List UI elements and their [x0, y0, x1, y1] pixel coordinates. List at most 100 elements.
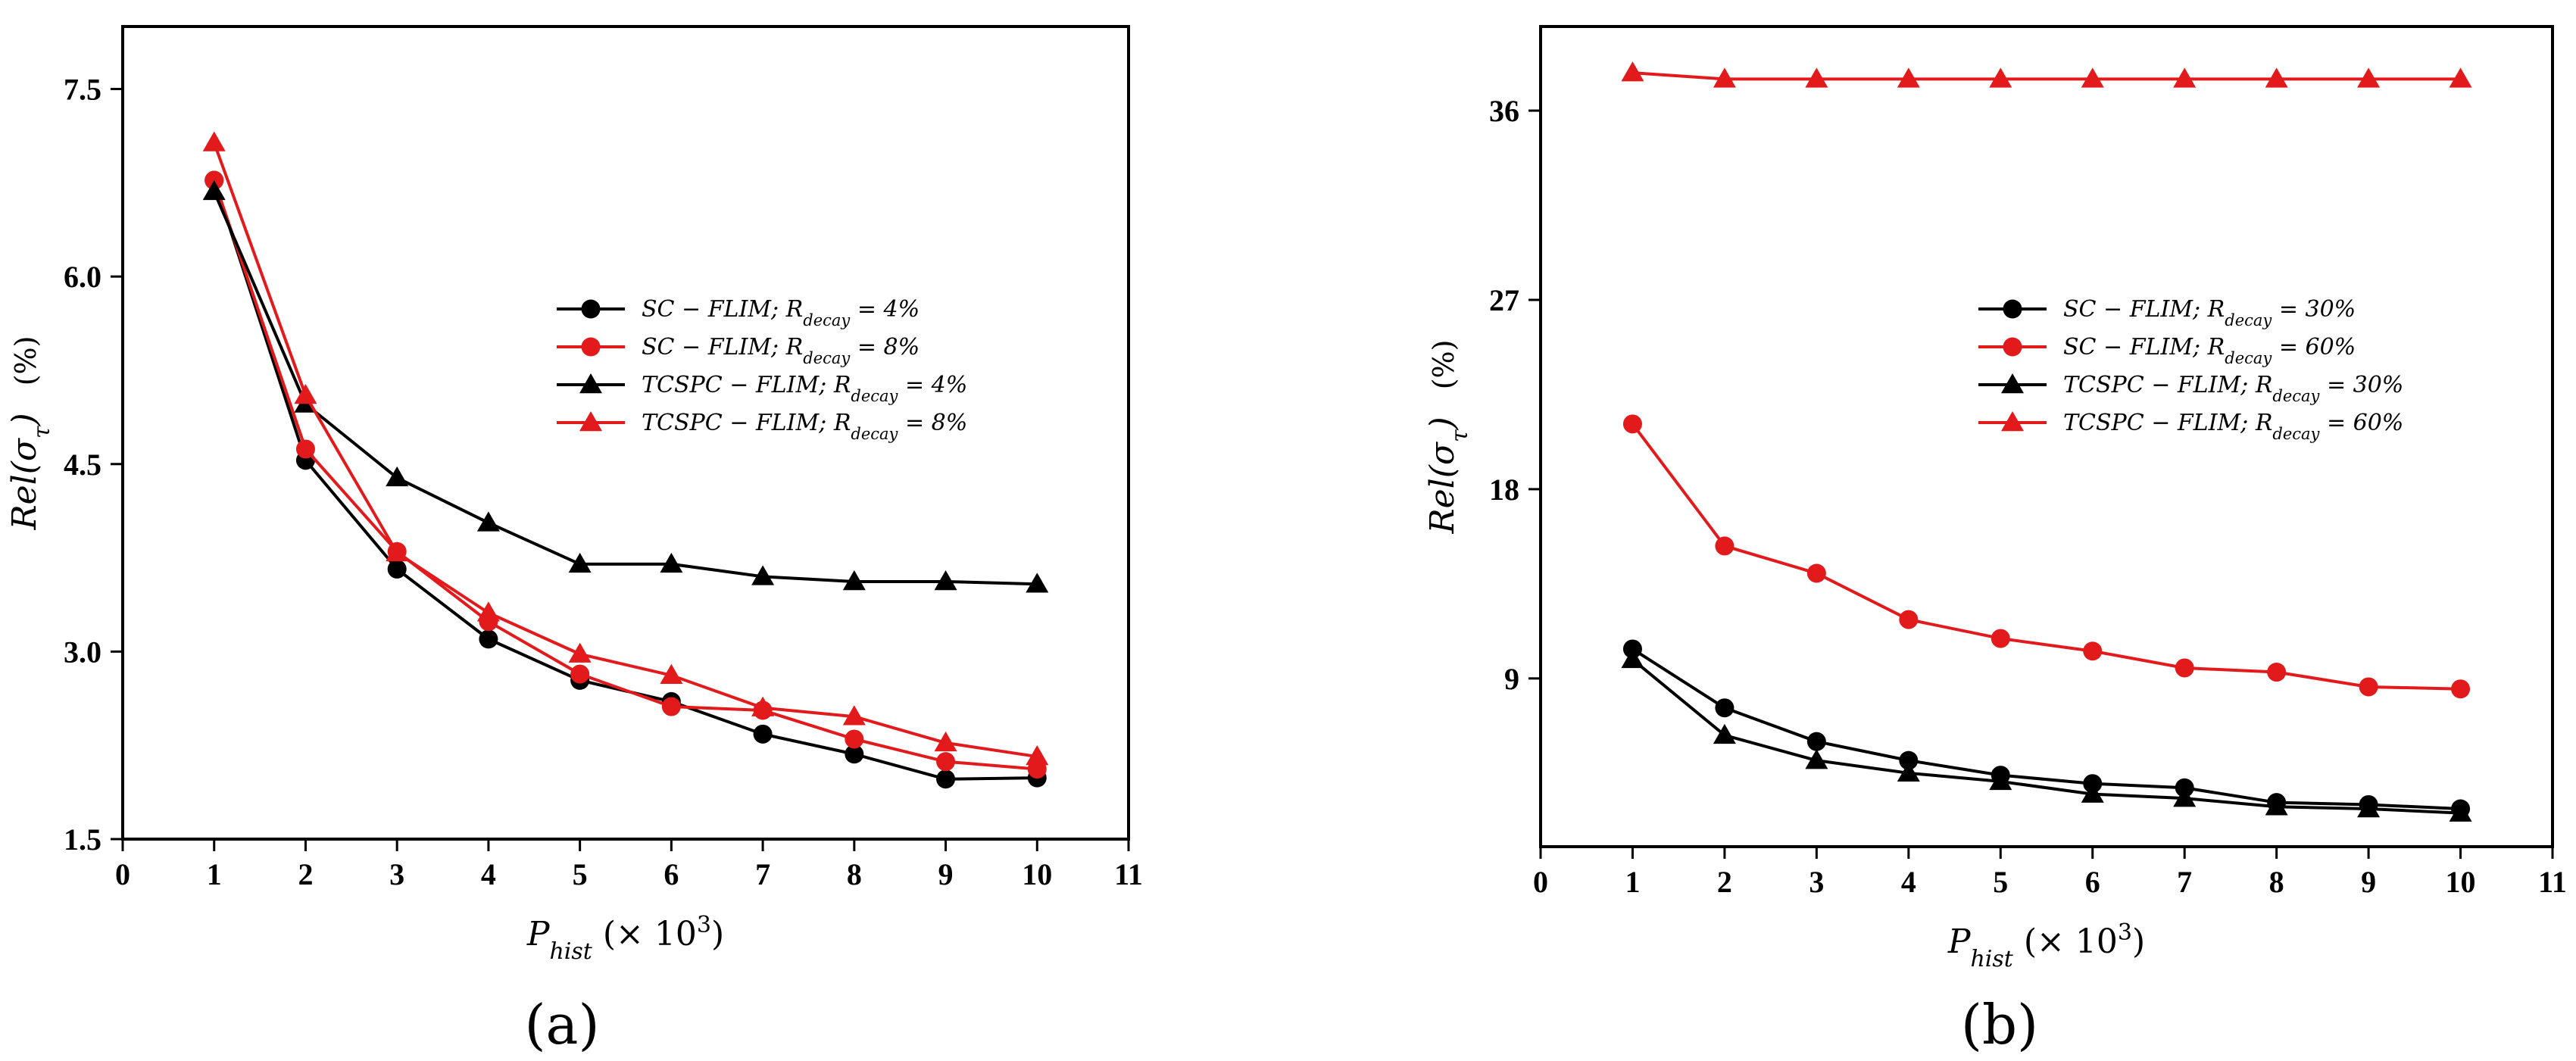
series-line: [1631, 423, 2461, 691]
series-line: [212, 142, 1038, 759]
data-point: [660, 552, 683, 573]
x-axis-label: Phist (× 103): [1947, 919, 2145, 972]
data-point: [387, 559, 407, 579]
y-tick-label: 36: [1489, 94, 1519, 128]
data-point: [476, 601, 500, 622]
data-point: [1899, 610, 1919, 629]
x-tick-label: 5: [1993, 865, 2008, 899]
data-point: [2081, 67, 2104, 88]
legend-label: SC − FLIM; Rdecay = 30%: [2063, 296, 2356, 329]
chart-panel-a: 0 1 2 3 4 5 6 7 8 9 10 11 1.5 3.0 4.5 6.0 7.5 Phist (× 10…: [5, 25, 1143, 1056]
x-tick-label: 3: [1809, 865, 1824, 899]
x-tick-label: 2: [298, 857, 313, 891]
data-point: [295, 439, 315, 459]
data-point: [845, 729, 864, 749]
series-3: [202, 131, 1049, 766]
legend: SC − FLIM; Rdecay = 30% SC − FLIM; Rdecay…: [1978, 296, 2403, 443]
data-point: [294, 383, 317, 404]
data-point: [1899, 751, 1919, 770]
x-tick-label: 7: [2177, 865, 2192, 899]
data-point: [2173, 787, 2197, 807]
data-point: [2083, 641, 2103, 661]
data-point: [936, 769, 956, 789]
data-point: [202, 131, 226, 151]
x-tick-label: 0: [115, 857, 130, 891]
plot-frame: [121, 25, 1130, 841]
x-tick-label: 4: [1901, 865, 1916, 899]
data-point: [2449, 801, 2472, 822]
data-point: [1806, 732, 1826, 751]
data-point: [2173, 67, 2197, 88]
data-point: [1715, 698, 1735, 718]
y-tick-label: 4.5: [64, 448, 101, 482]
data-point: [568, 552, 592, 573]
series-line: [212, 179, 1038, 771]
legend-label: SC − FLIM; Rdecay = 4%: [642, 296, 920, 329]
x-tick-label: 9: [938, 857, 954, 891]
y-tick-label: 1.5: [64, 822, 101, 857]
legend-marker: [2003, 337, 2022, 357]
data-point: [842, 570, 866, 591]
data-point: [570, 664, 590, 684]
legend-label: SC − FLIM; Rdecay = 60%: [2063, 334, 2356, 367]
data-point: [1991, 629, 2010, 648]
data-point: [1897, 761, 1920, 782]
y-axis-label: Rel(στ)(%): [5, 336, 55, 531]
y-tick-label: 6.0: [64, 260, 101, 294]
data-point: [842, 705, 866, 726]
data-point: [476, 511, 500, 532]
series-line: [1632, 71, 2461, 81]
data-point: [2357, 67, 2381, 88]
x-axis-label: Phist (× 103): [526, 912, 724, 965]
series-2: [1621, 648, 2472, 822]
series-0: [1622, 639, 2471, 819]
data-point: [1715, 536, 1735, 556]
y-tick-label: 7.5: [64, 73, 101, 107]
data-point: [1989, 67, 2012, 88]
data-point: [2359, 677, 2378, 697]
data-point: [1713, 723, 1736, 744]
x-tick-label: 9: [2361, 865, 2376, 899]
data-point: [2451, 679, 2471, 699]
legend-marker: [581, 299, 601, 319]
x-tick-label: 5: [573, 857, 588, 891]
legend-label: TCSPC − FLIM; Rdecay = 60%: [2063, 410, 2403, 443]
legend-label: SC − FLIM; Rdecay = 8%: [642, 334, 920, 367]
series-3: [1621, 61, 2472, 88]
data-point: [1621, 61, 1644, 82]
data-point: [1897, 67, 1920, 88]
y-axis-label: Rel(στ)(%): [1423, 340, 1473, 535]
data-point: [751, 696, 775, 716]
y-tick-label: 3.0: [64, 635, 101, 669]
data-point: [1989, 769, 2012, 791]
data-point: [202, 179, 226, 201]
data-point: [845, 744, 864, 764]
x-tick-label: 0: [1533, 865, 1548, 899]
data-point: [1805, 749, 1828, 769]
x-tick-label: 8: [847, 857, 862, 891]
data-point: [1713, 67, 1736, 88]
data-point: [2449, 67, 2472, 88]
data-point: [1026, 745, 1049, 766]
legend-marker: [2001, 373, 2024, 394]
y-tick-label: 18: [1489, 473, 1519, 507]
x-tick-label: 10: [1022, 857, 1052, 891]
x-tick-label: 3: [389, 857, 404, 891]
x-tick-label: 4: [481, 857, 496, 891]
data-point: [2081, 782, 2104, 803]
data-point: [1805, 67, 1828, 88]
x-tick-label: 10: [2446, 865, 2476, 899]
x-tick-label: 8: [2269, 865, 2284, 899]
data-point: [660, 663, 683, 684]
legend-label: TCSPC − FLIM; Rdecay = 8%: [642, 410, 967, 443]
x-tick-label: 6: [2085, 865, 2100, 899]
data-point: [2265, 795, 2288, 816]
series-line: [1631, 658, 2461, 815]
data-point: [1622, 414, 1642, 434]
x-tick-label: 6: [664, 857, 679, 891]
x-tick-label: 7: [755, 857, 770, 891]
x-tick-label: 11: [2538, 865, 2567, 899]
legend-marker: [579, 373, 602, 394]
data-point: [1806, 563, 1826, 583]
legend: SC − FLIM; Rdecay = 4% SC − FLIM; Rdecay …: [557, 296, 967, 443]
